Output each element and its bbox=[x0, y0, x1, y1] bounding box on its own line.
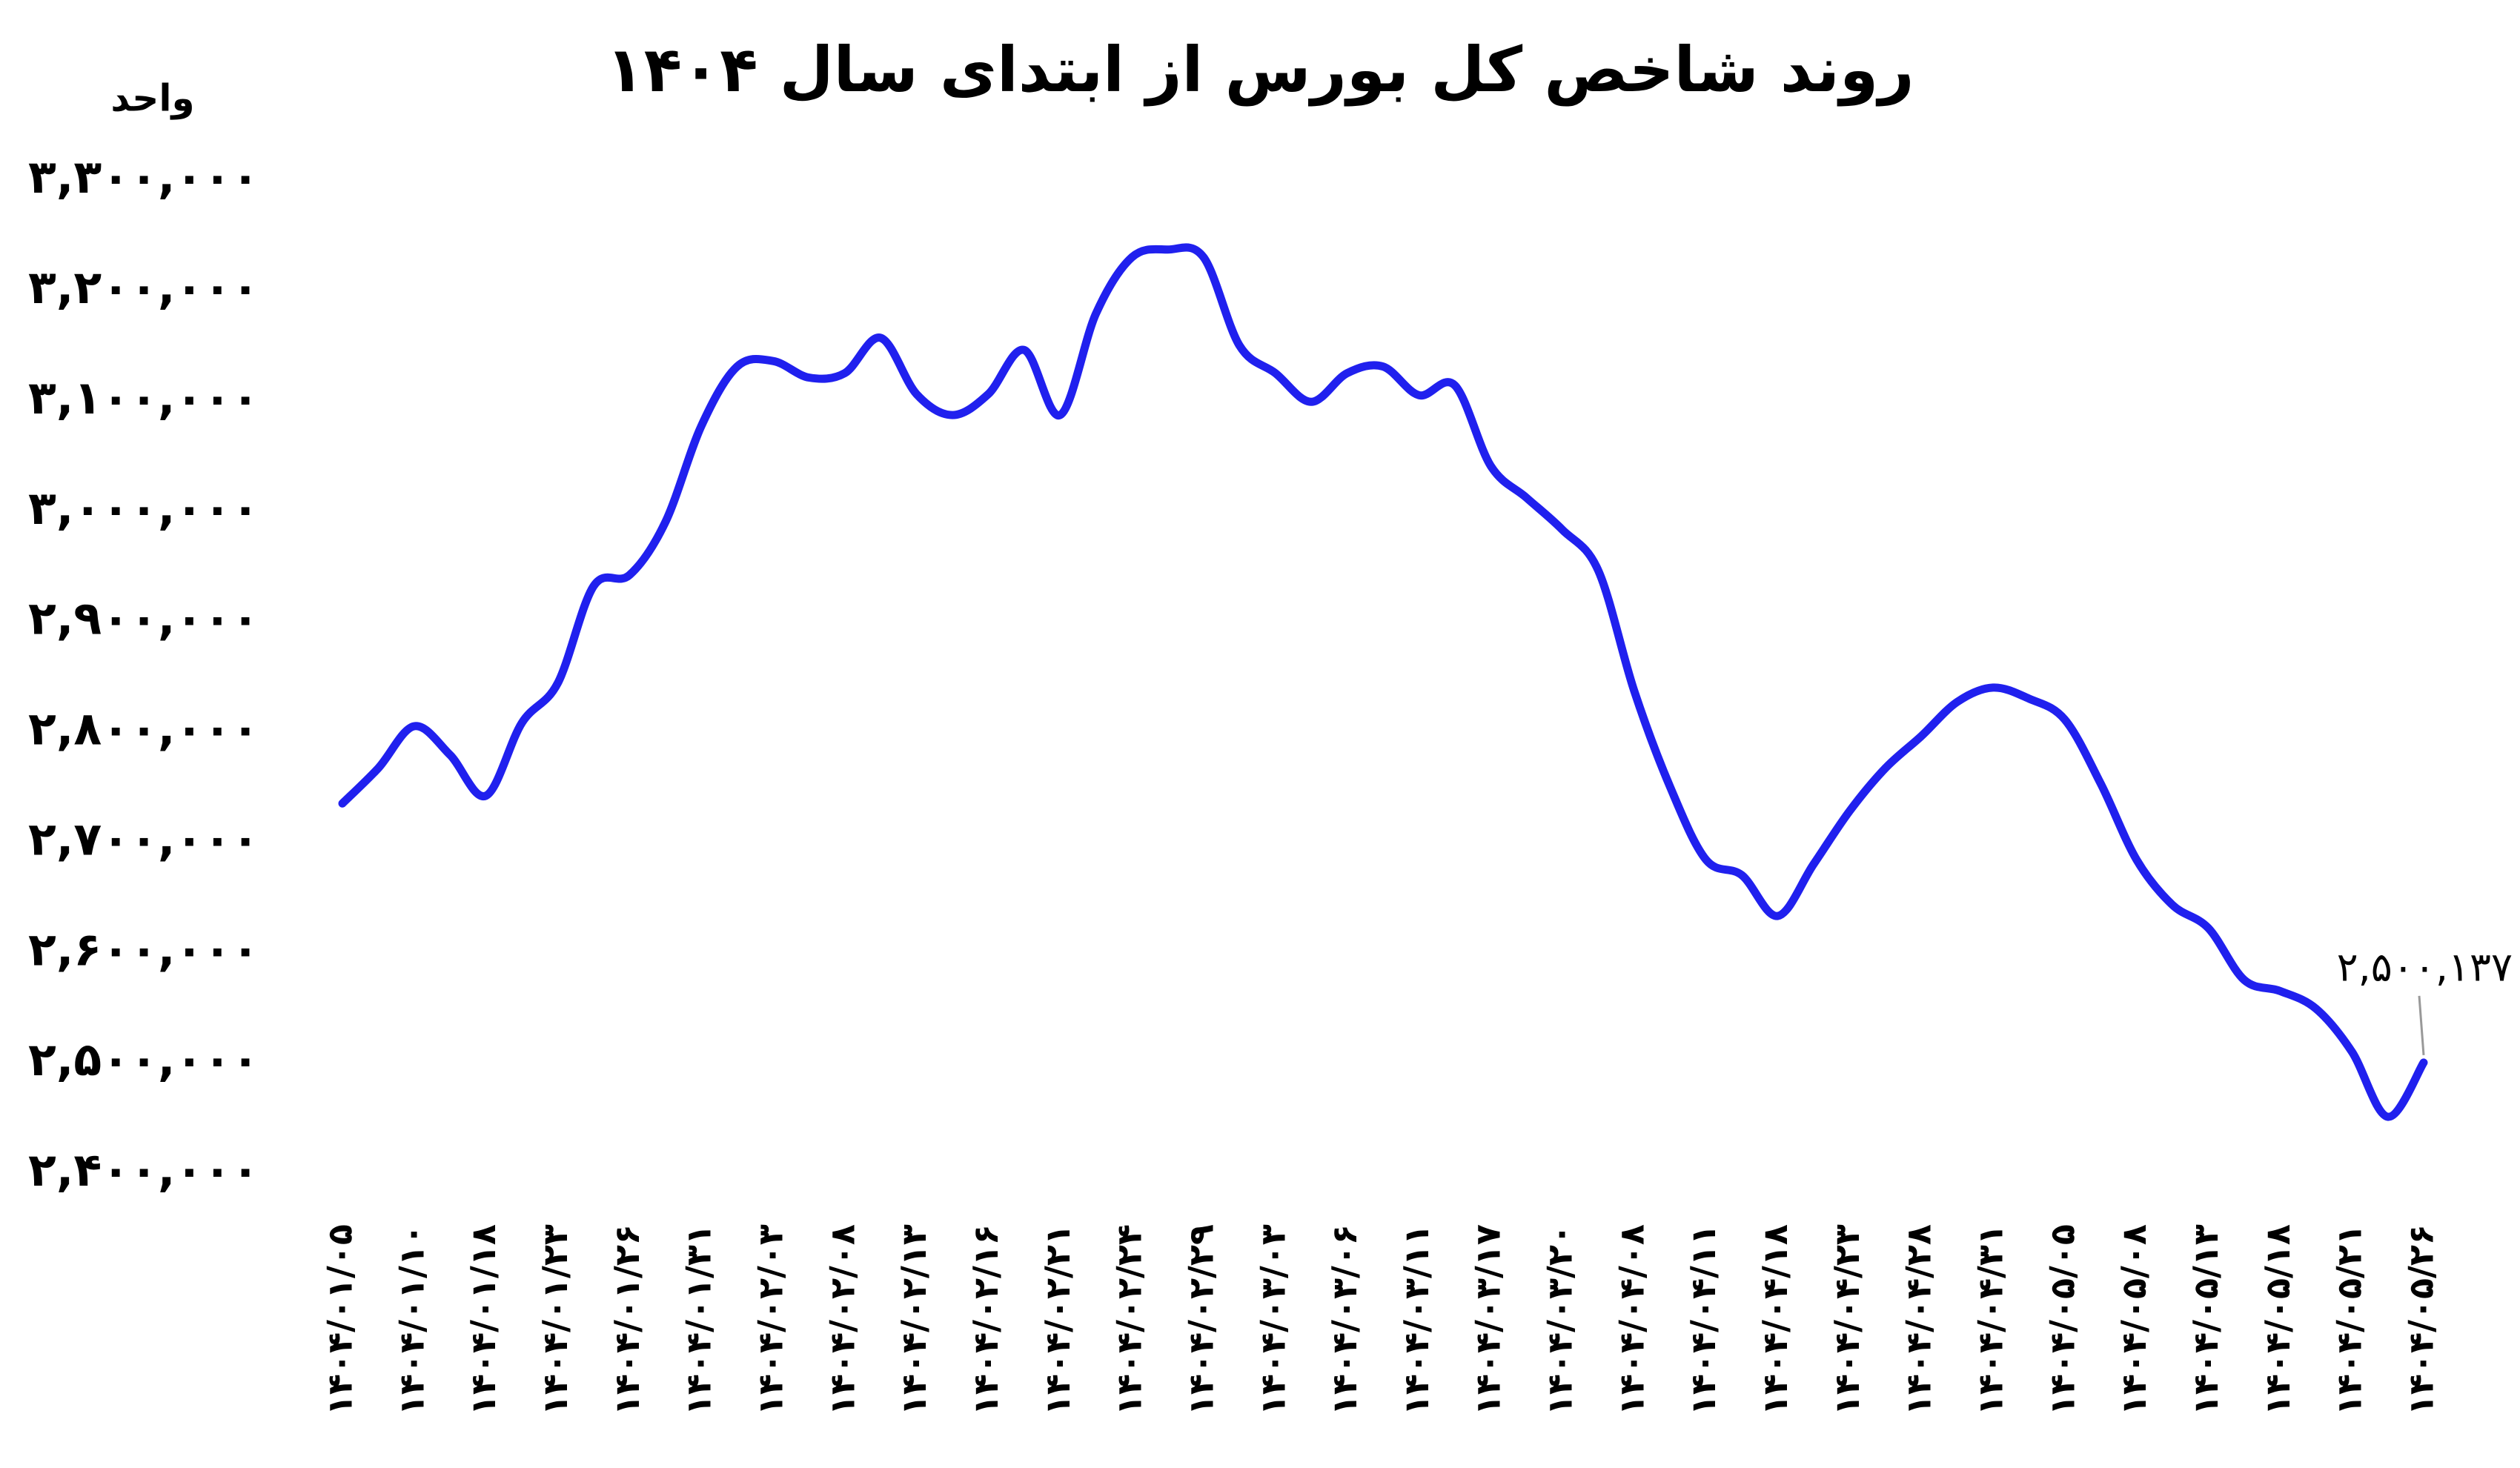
x-tick-label: ۱۴۰۴/۰۱/۱۸ bbox=[463, 1224, 503, 1415]
x-tick-label: ۱۴۰۴/۰۴/۱۸ bbox=[1755, 1224, 1795, 1415]
x-tick-label: ۱۴۰۴/۰۴/۰۸ bbox=[1611, 1224, 1651, 1415]
y-tick-label: ۲,۶۰۰,۰۰۰ bbox=[28, 922, 259, 976]
x-tick-label: ۱۴۰۴/۰۲/۰۸ bbox=[822, 1224, 862, 1415]
line bbox=[338, 243, 2428, 1121]
y-tick-label: ۲,۷۰۰,۰۰۰ bbox=[28, 811, 259, 866]
x-tick-label: ۱۴۰۴/۰۱/۰۵ bbox=[320, 1224, 360, 1415]
x-tick-label: ۱۴۰۴/۰۵/۰۸ bbox=[2114, 1224, 2154, 1415]
x-tick-label: ۱۴۰۴/۰۳/۲۰ bbox=[1540, 1224, 1580, 1415]
y-tick-label: ۲,۹۰۰,۰۰۰ bbox=[28, 591, 259, 645]
y-axis-label: واحد bbox=[110, 77, 194, 121]
x-tick-label: ۱۴۰۴/۰۴/۲۳ bbox=[1827, 1224, 1867, 1415]
x-tick-label: ۱۴۰۴/۰۳/۱۷ bbox=[1468, 1224, 1508, 1415]
y-tick-label: ۲,۵۰۰,۰۰۰ bbox=[28, 1032, 259, 1086]
x-tick-label: ۱۴۰۴/۰۲/۲۴ bbox=[1110, 1224, 1150, 1415]
x-tick-label: ۱۴۰۴/۰۴/۱۱ bbox=[1683, 1224, 1723, 1415]
x-tick-label: ۱۴۰۴/۰۱/۲۶ bbox=[607, 1224, 647, 1415]
x-tick-label: ۱۴۰۴/۰۲/۱۳ bbox=[894, 1224, 934, 1415]
x-tick-label: ۱۴۰۴/۰۵/۲۶ bbox=[2401, 1224, 2441, 1415]
x-tick-label: ۱۴۰۴/۰۵/۱۳ bbox=[2186, 1224, 2226, 1415]
x-tick-label: ۱۴۰۴/۰۳/۰۶ bbox=[1324, 1224, 1365, 1415]
data-label: ۲,۵۰۰,۱۳۷ bbox=[2337, 944, 2513, 991]
x-tick-label: ۱۴۰۴/۰۳/۱۱ bbox=[1396, 1224, 1436, 1415]
x-tick-label: ۱۴۰۴/۰۴/۲۸ bbox=[1899, 1224, 1939, 1415]
x-tick-label: ۱۴۰۴/۰۵/۱۸ bbox=[2258, 1224, 2298, 1415]
x-tick-label: ۱۴۰۴/۰۱/۳۱ bbox=[679, 1224, 719, 1415]
x-tick-label: ۱۴۰۴/۰۴/۳۱ bbox=[1971, 1224, 2011, 1415]
y-tick-label: ۳,۲۰۰,۰۰۰ bbox=[28, 260, 259, 314]
y-tick-label: ۲,۸۰۰,۰۰۰ bbox=[28, 702, 259, 756]
x-tick-label: ۱۴۰۴/۰۵/۲۱ bbox=[2330, 1224, 2370, 1415]
x-tick-label: ۱۴۰۴/۰۲/۱۶ bbox=[966, 1224, 1006, 1415]
y-tick-label: ۳,۰۰۰,۰۰۰ bbox=[28, 481, 259, 535]
x-tick-label: ۱۴۰۴/۰۲/۰۳ bbox=[750, 1224, 790, 1415]
x-tick-label: ۱۴۰۴/۰۱/۲۳ bbox=[535, 1224, 575, 1415]
chart-title: روند شاخص کل بورس از ابتدای سال ۱۴۰۴ bbox=[606, 33, 1914, 107]
x-tick-label: ۱۴۰۴/۰۳/۰۳ bbox=[1253, 1224, 1293, 1415]
x-tick-label: ۱۴۰۴/۰۵/۰۵ bbox=[2042, 1224, 2082, 1415]
annotation-leader bbox=[2418, 995, 2425, 1056]
y-tick-label: ۲,۴۰۰,۰۰۰ bbox=[28, 1143, 259, 1197]
x-tick-label: ۱۴۰۴/۰۱/۱۰ bbox=[391, 1224, 431, 1415]
y-tick-label: ۳,۳۰۰,۰۰۰ bbox=[28, 150, 259, 204]
x-tick-label: ۱۴۰۴/۰۲/۲۱ bbox=[1038, 1224, 1078, 1415]
x-tick-label: ۱۴۰۴/۰۲/۲۹ bbox=[1181, 1224, 1221, 1415]
y-tick-label: ۳,۱۰۰,۰۰۰ bbox=[28, 371, 259, 425]
